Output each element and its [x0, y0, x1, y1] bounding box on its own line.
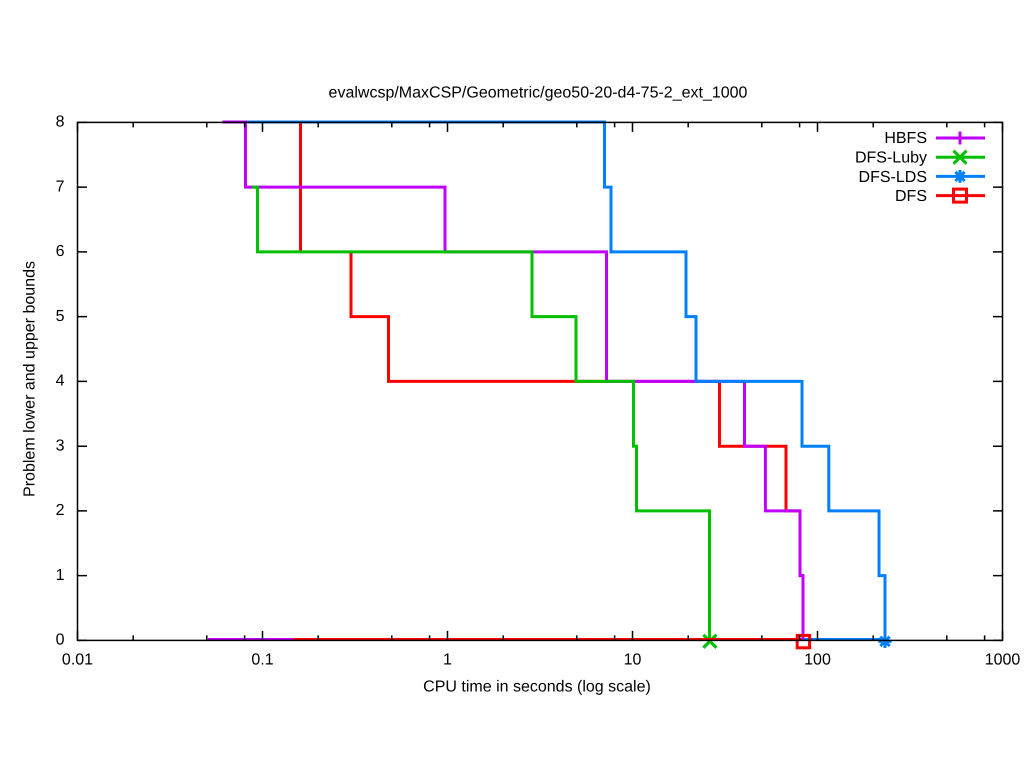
svg-text:Problem lower and upper bounds: Problem lower and upper bounds: [21, 261, 38, 497]
svg-text:0: 0: [56, 632, 65, 649]
svg-text:5: 5: [56, 308, 65, 325]
svg-text:DFS-LDS: DFS-LDS: [859, 169, 927, 186]
svg-text:0.1: 0.1: [251, 652, 273, 669]
svg-text:8: 8: [56, 114, 65, 131]
svg-text:2: 2: [56, 502, 65, 519]
svg-text:4: 4: [56, 373, 65, 390]
svg-text:DFS: DFS: [895, 188, 927, 205]
svg-text:1000: 1000: [985, 652, 1021, 669]
svg-text:1: 1: [443, 652, 452, 669]
svg-text:1: 1: [56, 567, 65, 584]
svg-text:3: 3: [56, 438, 65, 455]
svg-text:DFS-Luby: DFS-Luby: [855, 150, 927, 167]
svg-text:6: 6: [56, 243, 65, 260]
svg-text:100: 100: [804, 652, 831, 669]
svg-text:7: 7: [56, 178, 65, 195]
svg-text:0.01: 0.01: [62, 652, 93, 669]
svg-text:evalwcsp/MaxCSP/Geometric/geo5: evalwcsp/MaxCSP/Geometric/geo50-20-d4-75…: [329, 84, 748, 101]
svg-text:10: 10: [624, 652, 642, 669]
svg-text:CPU time in seconds (log scale: CPU time in seconds (log scale): [423, 679, 651, 696]
svg-text:HBFS: HBFS: [884, 130, 927, 147]
